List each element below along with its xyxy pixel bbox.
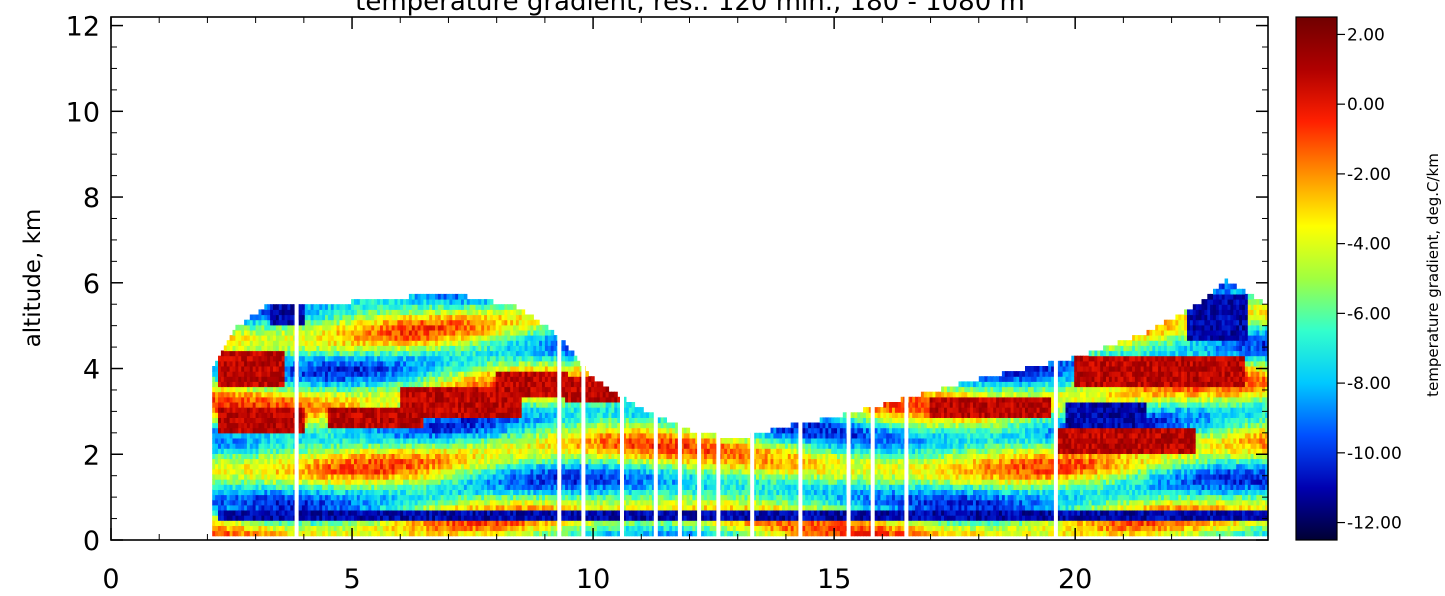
x-tick-label: 10 bbox=[576, 564, 610, 595]
colorbar-tick-label: -2.00 bbox=[1347, 165, 1391, 185]
missing-data-gap bbox=[904, 17, 909, 540]
missing-data-gap bbox=[846, 17, 851, 540]
y-axis-label: altitude, km bbox=[20, 209, 46, 348]
colorbar-tick-label: 0.00 bbox=[1347, 95, 1385, 115]
colorbar-tick-label: -10.00 bbox=[1347, 444, 1402, 464]
y-tick-label: 0 bbox=[83, 526, 100, 557]
missing-data-gap bbox=[653, 17, 658, 540]
y-tick-label: 12 bbox=[66, 12, 100, 43]
colorbar-tick-label: -6.00 bbox=[1347, 304, 1391, 324]
missing-data-gap bbox=[294, 17, 299, 540]
x-axis: 0 5 10 15 20 bbox=[102, 17, 1269, 595]
colorbar-title: temperature gradient, deg.C/km bbox=[1424, 153, 1442, 397]
y-tick-label: 8 bbox=[83, 183, 100, 214]
missing-data-gap bbox=[697, 17, 702, 540]
missing-data-gap bbox=[798, 17, 803, 540]
y-tick-label: 6 bbox=[83, 269, 100, 300]
y-tick-label: 10 bbox=[66, 97, 100, 128]
chart-title: temperature gradient, res.: 120 min., 18… bbox=[355, 0, 1025, 17]
colorbar-tick-label: 2.00 bbox=[1347, 25, 1385, 45]
missing-data-gap bbox=[557, 17, 562, 540]
x-tick-label: 5 bbox=[343, 564, 360, 595]
x-tick-label: 15 bbox=[817, 564, 851, 595]
missing-data-gap bbox=[581, 17, 586, 540]
y-axis: 0 2 4 6 8 10 12 bbox=[66, 12, 1268, 557]
missing-data-gap bbox=[1053, 17, 1058, 540]
colorbar-frame bbox=[1295, 16, 1338, 541]
missing-data-gap bbox=[677, 17, 682, 540]
colorbar-tick-label: -12.00 bbox=[1347, 514, 1402, 534]
missing-data-gap bbox=[620, 17, 624, 540]
colorbar: 2.00 0.00 -2.00 -4.00 -6.00 -8.00 -10.00 -12.00… bbox=[1295, 16, 1442, 541]
missing-data-gap bbox=[716, 17, 721, 540]
colorbar-ramp bbox=[1296, 17, 1337, 540]
x-tick-label: 0 bbox=[102, 564, 119, 595]
y-tick-label: 4 bbox=[83, 355, 100, 386]
x-tick-label: 20 bbox=[1058, 564, 1092, 595]
missing-data-gap bbox=[750, 17, 755, 540]
y-tick-label: 2 bbox=[83, 440, 100, 471]
heatmap-field bbox=[212, 17, 1268, 540]
colorbar-tick-label: -4.00 bbox=[1347, 235, 1391, 255]
colorbar-tick-label: -8.00 bbox=[1347, 374, 1391, 394]
missing-data-gap bbox=[870, 17, 875, 540]
